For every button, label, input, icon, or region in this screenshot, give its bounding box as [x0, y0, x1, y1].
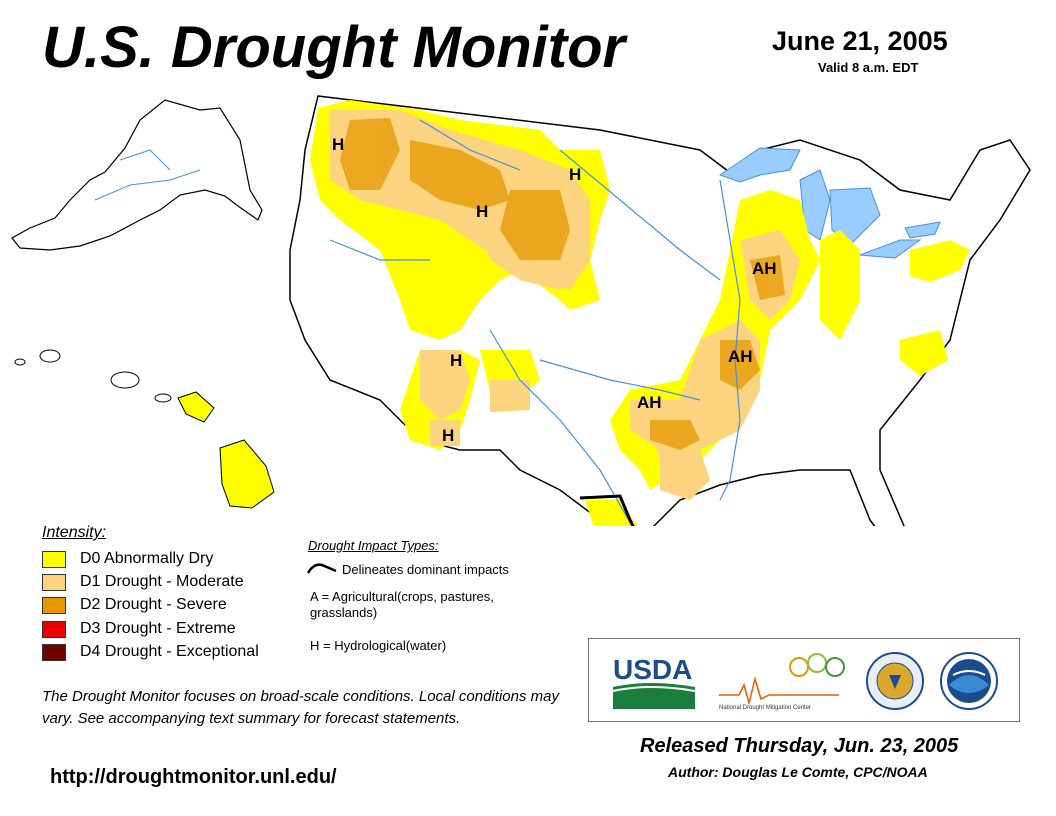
- map-title: U.S. Drought Monitor: [42, 15, 626, 80]
- map-date: June 21, 2005: [772, 26, 948, 56]
- legend-title: Intensity:: [42, 524, 107, 541]
- impact-boundary-line: [579, 494, 635, 526]
- label-ah-illinois: AH: [752, 259, 777, 278]
- legend-label: D0 Abnormally Dry: [80, 550, 214, 567]
- impact-line-icon: [306, 563, 337, 574]
- rivers: [329, 119, 741, 526]
- legend-item-d2: D2 Drought - Severe: [42, 595, 227, 615]
- label-h-wyoming: H: [476, 202, 488, 221]
- svg-text:National Drought Mitigation Ce: National Drought Mitigation Center: [719, 705, 811, 711]
- alaska: [11, 99, 263, 251]
- legend-item-d4: D4 Drought - Exceptional: [42, 642, 259, 662]
- legend-swatch: [42, 620, 66, 638]
- ndmc-logo: National Drought Mitigation Center: [719, 653, 845, 711]
- legend-swatch: [42, 573, 66, 591]
- valid-time: Valid 8 a.m. EDT: [818, 60, 919, 75]
- legend-label: D4 Drought - Exceptional: [80, 643, 259, 660]
- disclaimer-note: The Drought Monitor focuses on broad-sca…: [42, 688, 559, 727]
- label-ah-arkansas: AH: [728, 347, 753, 366]
- legend-label: D3 Drought - Extreme: [80, 620, 236, 637]
- doc-seal-icon: [866, 652, 924, 710]
- author-credit: Author: Douglas Le Comte, CPC/NOAA: [668, 764, 928, 780]
- impact-agricultural-text: A = Agricultural(crops, pastures, grassl…: [310, 589, 494, 620]
- label-ah-oklahoma: AH: [637, 393, 662, 412]
- label-h-arizona: H: [442, 426, 454, 445]
- label-h-utah: H: [450, 351, 462, 370]
- legend-label: D1 Drought - Moderate: [80, 573, 244, 590]
- label-h-montana-nd: H: [569, 165, 581, 184]
- released-date: Released Thursday, Jun. 23, 2005: [640, 735, 959, 757]
- legend-item-d3: D3 Drought - Extreme: [42, 619, 236, 639]
- impact-hydrological-text: H = Hydrological(water): [310, 638, 447, 653]
- partner-logos: USDA National Drought Mitigation Center: [588, 638, 1020, 722]
- legend-item-d0: D0 Abnormally Dry: [42, 549, 213, 569]
- noaa-logo-icon: [940, 652, 998, 710]
- label-h-pacific-nw: H: [332, 135, 344, 154]
- impact-delineates-text: Delineates dominant impacts: [342, 562, 509, 577]
- legend-swatch: [42, 596, 66, 614]
- usda-logo: USDA: [612, 654, 696, 709]
- drought-map: H H H AH AH AH H H A: [11, 95, 1031, 526]
- website-url[interactable]: http://droughtmonitor.unl.edu/: [50, 766, 337, 788]
- legend-label: D2 Drought - Severe: [80, 596, 227, 613]
- d2-areas: [340, 118, 785, 450]
- svg-text:USDA: USDA: [613, 654, 692, 685]
- hawaii: [14, 349, 275, 509]
- impact-types-title: Drought Impact Types:: [308, 538, 439, 553]
- legend-item-d1: D1 Drought - Moderate: [42, 572, 244, 592]
- legend-swatch: [42, 643, 66, 661]
- legend-swatch: [42, 550, 66, 568]
